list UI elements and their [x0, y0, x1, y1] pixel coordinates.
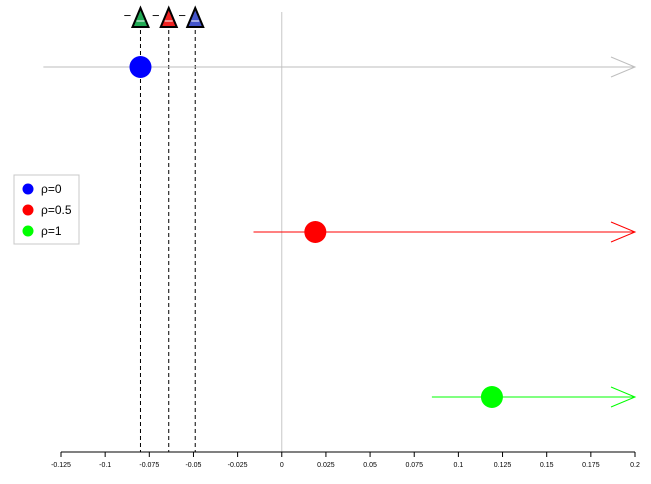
point-estimate-0	[129, 56, 152, 78]
x-tick-label-11: 0.15	[540, 462, 554, 469]
x-tick-label-0: -0.125	[51, 462, 71, 469]
x-tick-label-5: 0	[280, 462, 284, 469]
x-tick-label-2: -0.075	[139, 462, 159, 469]
legend-swatch-0	[22, 183, 34, 195]
interval-arrowhead-0	[610, 56, 637, 78]
threshold-marker-sign-2: −	[178, 8, 186, 23]
x-tick-label-4: -0.025	[228, 462, 248, 469]
x-tick-label-6: 0.025	[317, 462, 335, 469]
x-axis: -0.125 -0.1 -0.075 -0.05 -0.025 0 0.025 0.05 0.0…	[51, 451, 640, 469]
legend-swatch-2	[22, 225, 34, 237]
legend: ρ=0 ρ=0.5 ρ=1	[13, 174, 80, 245]
threshold-lines-group	[139, 30, 196, 452]
x-tick-label-3: -0.05	[185, 462, 201, 469]
legend-label-1: ρ=0.5	[41, 203, 72, 217]
x-tick-label-9: 0.1	[454, 462, 464, 469]
point-estimate-2	[480, 386, 503, 408]
x-tick-label-12: 0.175	[582, 462, 600, 469]
x-tick-label-10: 0.125	[494, 462, 512, 469]
series-group	[43, 56, 637, 408]
legend-label-0: ρ=0	[41, 182, 62, 196]
interval-arrowhead-2	[610, 386, 637, 408]
legend-swatch-1	[22, 204, 34, 216]
threshold-marker-sign-0: −	[124, 8, 132, 23]
threshold-marker-triangle-2	[185, 5, 205, 28]
threshold-marker-sign-1: −	[152, 8, 160, 23]
x-tick-label-1: -0.1	[99, 462, 111, 469]
x-tick-label-7: 0.05	[363, 462, 377, 469]
legend-label-2: ρ=1	[41, 224, 62, 238]
point-estimate-1	[304, 221, 327, 243]
interval-arrowhead-1	[610, 221, 637, 243]
x-tick-label-8: 0.075	[405, 462, 423, 469]
threshold-marker-triangle-0	[130, 5, 150, 28]
threshold-markers-group: − − −	[124, 5, 205, 28]
threshold-marker-triangle-1	[159, 5, 179, 28]
x-tick-label-13: 0.2	[630, 462, 640, 469]
